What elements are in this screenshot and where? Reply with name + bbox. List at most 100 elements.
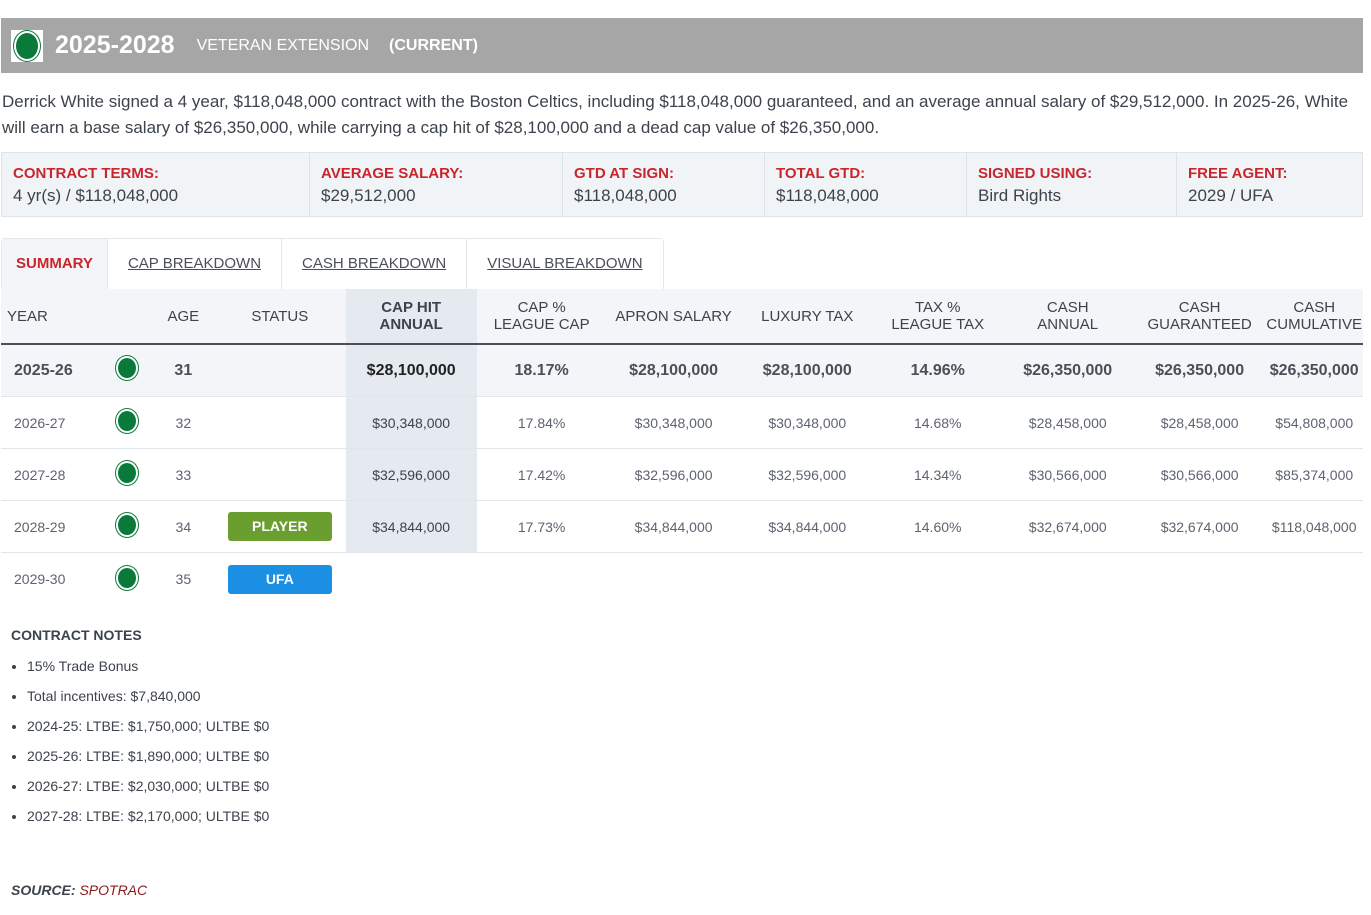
term-contract: CONTRACT TERMS: 4 yr(s) / $118,048,000 — [2, 153, 310, 216]
col-status: STATUS — [214, 289, 346, 345]
term-value: Bird Rights — [978, 186, 1062, 205]
note-item: 2025-26: LTBE: $1,890,000; ULTBE $0 — [27, 741, 269, 771]
cell-cap-pct: 17.84% — [476, 396, 607, 449]
contract-type: VETERAN EXTENSION — [196, 36, 370, 54]
term-value: $29,512,000 — [321, 186, 416, 205]
cell-lux: $34,844,000 — [740, 500, 874, 553]
term-value: 2029 / UFA — [1188, 186, 1274, 205]
col-label: CAP % — [517, 299, 566, 316]
cell-tax-pct: 14.34% — [873, 448, 1002, 501]
source-label: SOURCE: — [11, 882, 76, 898]
term-value: $118,048,000 — [574, 186, 677, 205]
celtics-logo-icon — [101, 553, 152, 606]
cell-status — [214, 344, 346, 397]
cell-year: 2025-26 — [1, 344, 102, 397]
col-age: AGE — [152, 289, 215, 345]
col-tax-pct: TAX % LEAGUE TAX — [873, 289, 1002, 345]
cell-gtd: $30,566,000 — [1133, 448, 1266, 501]
contract-table: YEAR AGE STATUS CAP HIT ANNUAL CAP % LEAGU… — [1, 289, 1363, 605]
cell-status — [214, 448, 346, 501]
cell-status — [214, 396, 346, 449]
cell-cash: $26,350,000 — [1001, 344, 1134, 397]
col-cash-guaranteed: CASH GUARANTEED — [1133, 289, 1266, 345]
cell-cap-hit: $28,100,000 — [345, 344, 477, 397]
term-label: FREE AGENT: — [1188, 165, 1288, 182]
term-average: AVERAGE SALARY: $29,512,000 — [310, 153, 563, 216]
contract-terms: CONTRACT TERMS: 4 yr(s) / $118,048,000 AV… — [1, 152, 1363, 217]
note-item: 2026-27: LTBE: $2,030,000; ULTBE $0 — [27, 771, 269, 801]
cell-cum: $26,350,000 — [1265, 344, 1363, 397]
tab-cash-breakdown[interactable]: CASH BREAKDOWN — [281, 239, 467, 290]
cell-apron: $30,348,000 — [606, 396, 741, 449]
status-badge: UFA — [227, 564, 332, 594]
cell-age: 32 — [152, 396, 215, 449]
cell-age: 34 — [152, 500, 215, 553]
cell-status: PLAYER — [214, 500, 346, 553]
col-apron: APRON SALARY — [606, 289, 741, 345]
notes-list: 15% Trade Bonus Total incentives: $7,840… — [11, 651, 269, 831]
celtics-logo-icon — [101, 448, 153, 501]
table-row: 2027-28 33 $32,596,000 17.42% $32,596,000 $32… — [1, 448, 1363, 501]
col-label: CUMULATIVE — [1266, 316, 1362, 333]
cell-apron: $32,596,000 — [606, 448, 741, 501]
source-link[interactable]: SPOTRAC — [79, 882, 148, 898]
contract-header: 2025-2028 VETERAN EXTENSION (CURRENT) — [1, 18, 1363, 73]
cell-year: 2028-29 — [1, 500, 102, 553]
term-label: SIGNED USING: — [978, 165, 1093, 182]
cell-apron: $34,844,000 — [606, 500, 741, 553]
contract-status: (CURRENT) — [389, 36, 478, 54]
term-label: TOTAL GTD: — [776, 165, 866, 182]
term-label: CONTRACT TERMS: — [13, 165, 159, 182]
term-label: GTD AT SIGN: — [574, 165, 674, 182]
table-row: 2025-26 31 $28,100,000 18.17% $28,100,000 $28… — [1, 344, 1363, 397]
cell-cap-pct: 18.17% — [476, 344, 607, 397]
term-signed-using: SIGNED USING: Bird Rights — [967, 153, 1177, 216]
cell-cap-hit: $32,596,000 — [345, 448, 477, 501]
notes-title: CONTRACT NOTES — [11, 627, 142, 643]
col-label: CAP HIT — [381, 299, 442, 316]
cell-cash: $28,458,000 — [1001, 396, 1134, 449]
contract-years: 2025-2028 — [55, 31, 175, 59]
cell-cap-pct: 17.73% — [476, 500, 607, 553]
celtics-logo-icon — [101, 344, 153, 397]
tab-cap-breakdown[interactable]: CAP BREAKDOWN — [106, 239, 282, 290]
cell-age: 33 — [152, 448, 215, 501]
cell-tax-pct: 14.68% — [873, 396, 1002, 449]
cell-gtd: $28,458,000 — [1133, 396, 1266, 449]
table-row: 2029-30 35 UFA — [1, 553, 1363, 606]
cell-age: 31 — [152, 344, 215, 397]
contract-notes: CONTRACT NOTES 15% Trade Bonus Total inc… — [11, 627, 269, 831]
contract-description: Derrick White signed a 4 year, $118,048,… — [2, 92, 1349, 137]
col-label: TAX % — [914, 299, 961, 316]
col-year: YEAR — [1, 289, 102, 345]
table-row: 2026-27 32 $30,348,000 17.84% $30,348,000 $30… — [1, 396, 1363, 449]
source: SOURCE: SPOTRAC — [11, 882, 147, 898]
col-cap-hit: CAP HIT ANNUAL — [345, 289, 477, 345]
cell-year: 2029-30 — [14, 571, 66, 587]
term-label: AVERAGE SALARY: — [321, 165, 464, 182]
col-cash-annual: CASH ANNUAL — [1001, 289, 1134, 345]
tab-summary[interactable]: SUMMARY — [2, 239, 107, 290]
note-item: 2024-25: LTBE: $1,750,000; ULTBE $0 — [27, 711, 269, 741]
cell-lux: $32,596,000 — [740, 448, 874, 501]
col-cash-cumulative: CASH CUMULATIVE — [1265, 289, 1363, 345]
cell-cum: $85,374,000 — [1265, 448, 1363, 501]
cell-tax-pct: 14.96% — [873, 344, 1002, 397]
note-item: 15% Trade Bonus — [27, 651, 269, 681]
col-label: CASH — [1046, 299, 1089, 316]
term-free-agent: FREE AGENT: 2029 / UFA — [1177, 153, 1362, 216]
col-label: LEAGUE CAP — [493, 316, 590, 333]
col-label: CASH — [1178, 299, 1221, 316]
cell-apron: $28,100,000 — [606, 344, 741, 397]
tab-bar: SUMMARY CAP BREAKDOWN CASH BREAKDOWN VIS… — [1, 238, 664, 290]
col-label: CASH — [1293, 299, 1336, 316]
col-luxury-tax: LUXURY TAX — [740, 289, 874, 345]
cell-cap-pct: 17.42% — [476, 448, 607, 501]
tab-visual-breakdown[interactable]: VISUAL BREAKDOWN — [466, 239, 663, 290]
cell-cap-hit: $34,844,000 — [345, 500, 477, 553]
cell-age: 35 — [175, 571, 192, 587]
col-logo — [101, 289, 153, 345]
celtics-logo-icon — [11, 29, 43, 62]
cell-lux: $28,100,000 — [740, 344, 874, 397]
term-gtd-sign: GTD AT SIGN: $118,048,000 — [563, 153, 765, 216]
